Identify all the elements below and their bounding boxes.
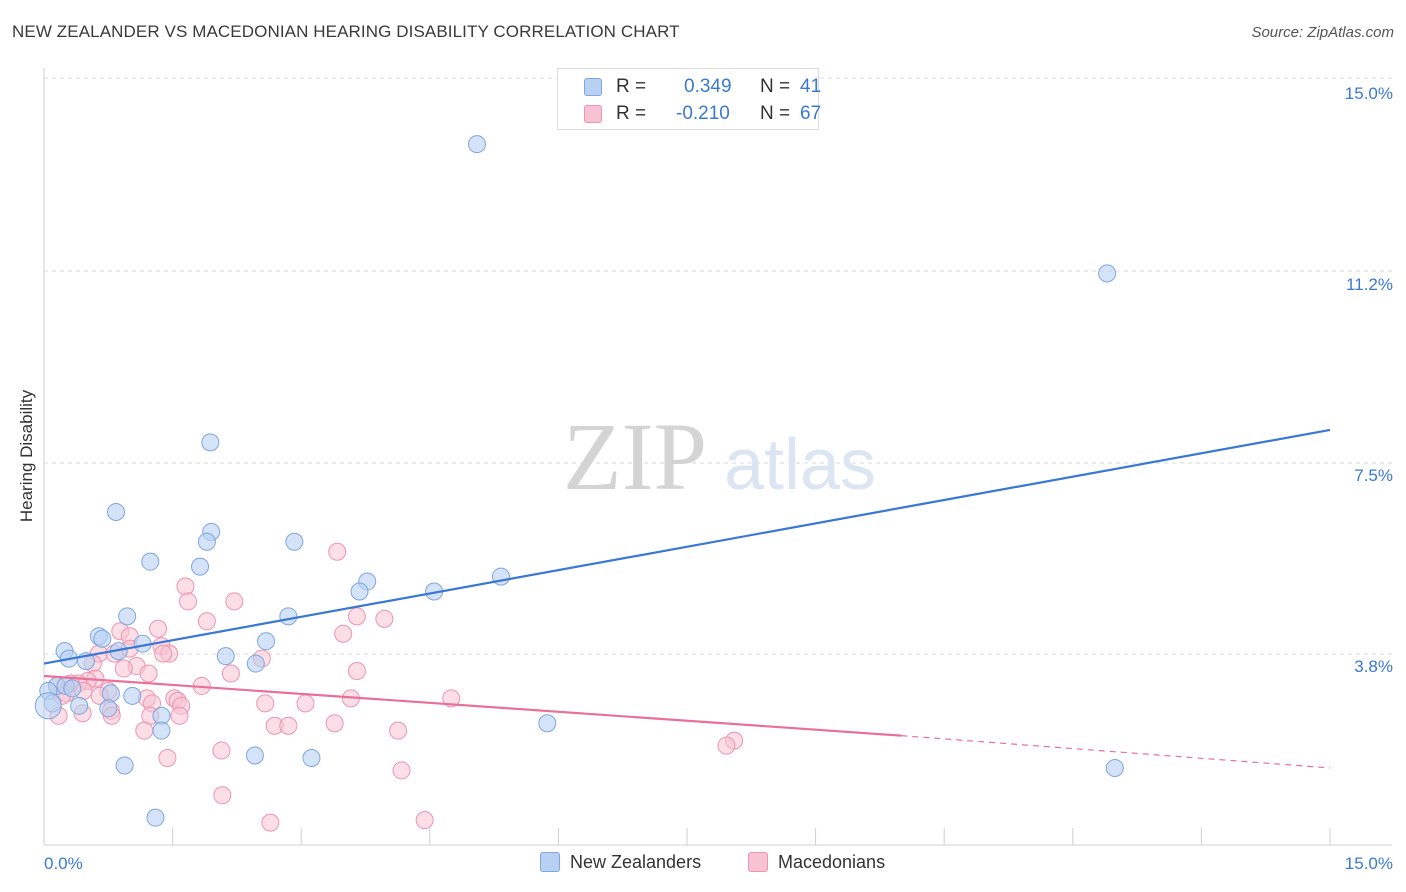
new-zealanders-point: [285, 532, 304, 551]
x-tick-label: 15.0%: [1345, 854, 1393, 873]
new-zealanders-point: [70, 696, 89, 715]
macedonians-points: [47, 542, 744, 832]
macedonians-point: [347, 607, 366, 626]
new-zealanders-point: [123, 686, 142, 705]
new-zealanders-point: [93, 629, 112, 648]
macedonians-point: [221, 664, 240, 683]
macedonians-point: [139, 664, 158, 683]
bottom-legend-swatch-blue: [540, 852, 560, 872]
macedonians-point: [158, 749, 177, 768]
legend-n-label: N =: [760, 103, 791, 124]
macedonians-point: [347, 662, 366, 681]
macedonians-point: [114, 659, 133, 678]
new-zealanders-point: [302, 749, 321, 768]
trend-lines: [43, 428, 1331, 769]
legend-r-label: R =: [616, 76, 647, 97]
legend-n-label: N =: [760, 76, 791, 97]
new-zealanders-point: [197, 532, 216, 551]
bottom-legend-label: New Zealanders: [570, 852, 702, 872]
new-zealanders-point: [101, 684, 120, 703]
new-zealanders-point: [201, 433, 220, 452]
macedonians-point: [296, 694, 315, 713]
new-zealanders-point: [152, 721, 171, 740]
legend-swatch-pink: [584, 105, 602, 123]
new-zealanders-trend-line: [43, 428, 1331, 665]
macedonians-point: [279, 716, 298, 735]
macedonians-point: [392, 761, 411, 780]
new-zealanders-point: [279, 607, 298, 626]
source-label: Source: ZipAtlas.com: [1251, 24, 1394, 41]
macedonians-point: [154, 644, 173, 663]
legend-r-label: R =: [616, 103, 647, 124]
macedonians-point: [225, 592, 244, 611]
macedonians-point: [717, 736, 736, 755]
x-tick-label: 0.0%: [44, 854, 83, 873]
new-zealanders-point: [245, 746, 264, 765]
macedonians-point: [170, 706, 189, 725]
new-zealanders-point: [141, 552, 160, 571]
new-zealanders-point: [257, 632, 276, 651]
macedonians-point: [334, 624, 353, 643]
watermark-zip: ZIP: [563, 403, 707, 510]
macedonians-trend-line: [43, 674, 902, 737]
legend-n-value: 67: [800, 103, 822, 124]
legend-swatch-blue: [584, 78, 602, 96]
new-zealanders-point: [216, 647, 235, 666]
y-axis-label: Hearing Disability: [17, 389, 36, 523]
new-zealanders-point: [34, 692, 62, 720]
macedonians-point: [213, 786, 232, 805]
bottom-legend-swatch-pink: [748, 852, 768, 872]
macedonians-point: [256, 694, 275, 713]
y-tick-label: 3.8%: [1354, 657, 1393, 676]
new-zealanders-points: [34, 135, 1124, 827]
macedonians-point: [212, 741, 231, 760]
legend-n-value: 41: [800, 76, 822, 97]
macedonians-point: [176, 577, 195, 596]
new-zealanders-point: [107, 502, 126, 521]
bottom-legend-new-zealanders: New Zealanders: [540, 852, 701, 873]
correlation-legend: R = 0.349 N = 41 R = -0.210 N = 67: [557, 68, 822, 130]
new-zealanders-point: [63, 679, 82, 698]
y-tick-label: 15.0%: [1345, 84, 1393, 103]
macedonians-point: [415, 811, 434, 830]
new-zealanders-point: [191, 557, 210, 576]
macedonians-point: [442, 689, 461, 708]
bottom-legend-label: Macedonians: [778, 852, 886, 872]
macedonians-point: [149, 619, 168, 638]
macedonians-point: [375, 609, 394, 628]
new-zealanders-point: [118, 607, 137, 626]
new-zealanders-point: [1105, 758, 1124, 777]
macedonians-point: [197, 612, 216, 631]
macedonians-point: [135, 721, 154, 740]
y-tick-label: 7.5%: [1354, 466, 1393, 485]
new-zealanders-point: [246, 654, 265, 673]
bottom-legend-macedonians: Macedonians: [748, 852, 885, 873]
macedonians-trend-extension: [901, 735, 1331, 769]
legend-r-value: -0.210: [676, 103, 730, 124]
grid-lines: [44, 77, 1392, 655]
chart-title: NEW ZEALANDER VS MACEDONIAN HEARING DISA…: [12, 22, 680, 41]
new-zealanders-point: [146, 808, 165, 827]
axis-ticks: 3.8% 7.5% 11.2% 15.0% 0.0% 15.0%: [43, 84, 1393, 873]
watermark: ZIP atlas: [563, 403, 876, 510]
new-zealanders-point: [99, 699, 118, 718]
macedonians-point: [389, 721, 408, 740]
macedonians-point: [325, 714, 344, 733]
macedonians-point: [261, 813, 280, 832]
macedonians-point: [179, 592, 198, 611]
new-zealanders-point: [538, 714, 557, 733]
y-tick-label: 11.2%: [1346, 275, 1393, 294]
new-zealanders-point: [467, 135, 486, 154]
new-zealanders-point: [350, 582, 369, 601]
watermark-atlas: atlas: [724, 425, 876, 505]
macedonians-point: [328, 542, 347, 561]
new-zealanders-point: [1098, 264, 1117, 283]
legend-r-value: 0.349: [684, 76, 732, 97]
new-zealanders-point: [115, 756, 134, 775]
